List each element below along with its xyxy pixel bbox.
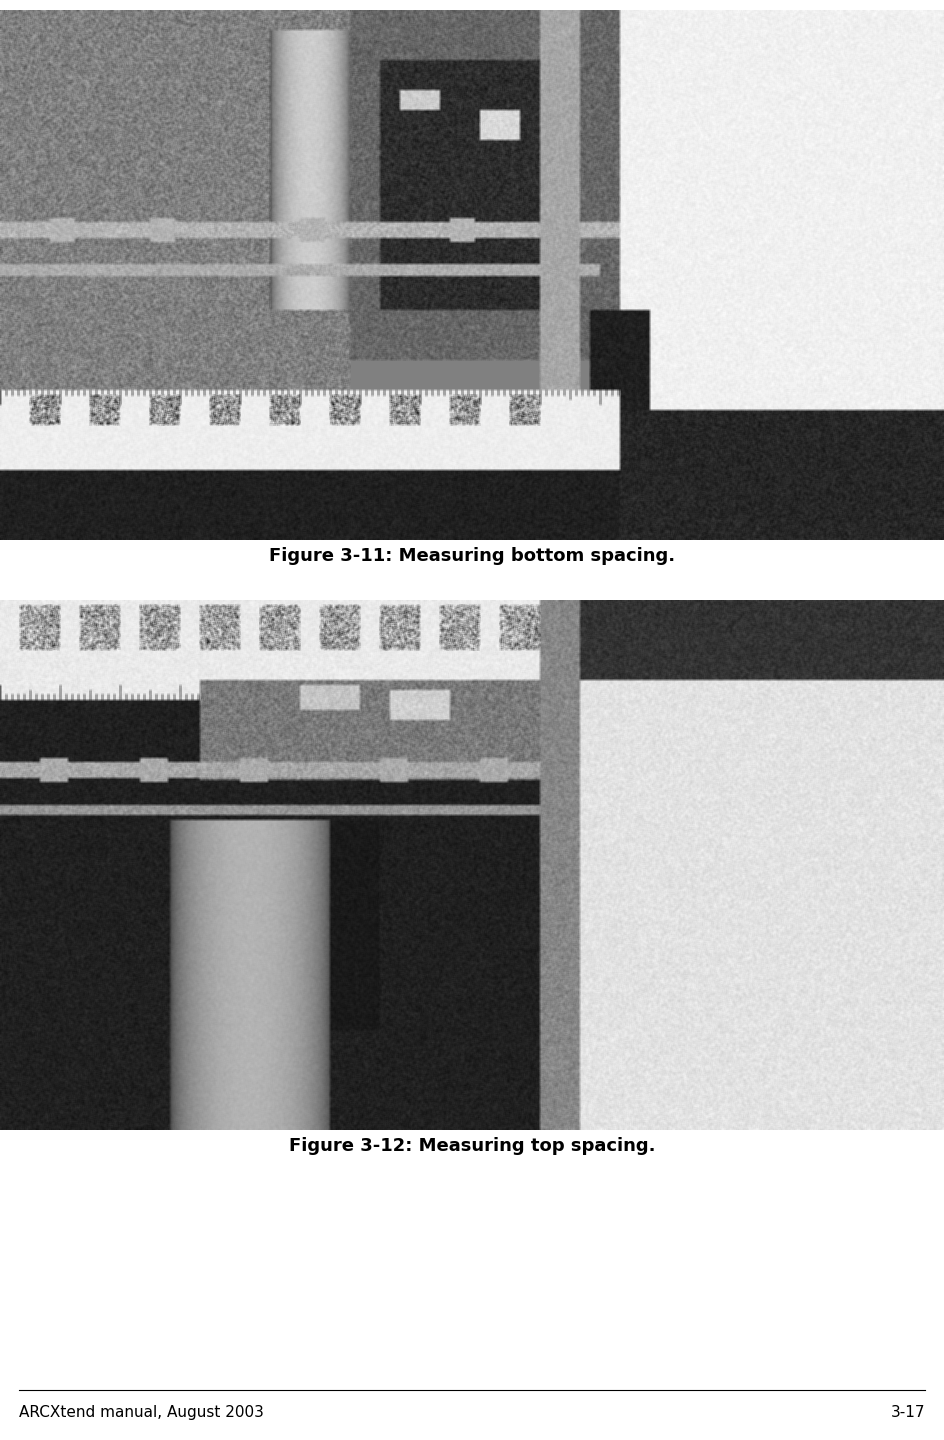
Text: 3-17: 3-17 [890,1405,925,1420]
Text: ARCXtend manual, August 2003: ARCXtend manual, August 2003 [19,1405,263,1420]
Text: Figure 3-12: Measuring top spacing.: Figure 3-12: Measuring top spacing. [289,1138,655,1155]
Text: Figure 3-11: Measuring bottom spacing.: Figure 3-11: Measuring bottom spacing. [269,547,675,564]
